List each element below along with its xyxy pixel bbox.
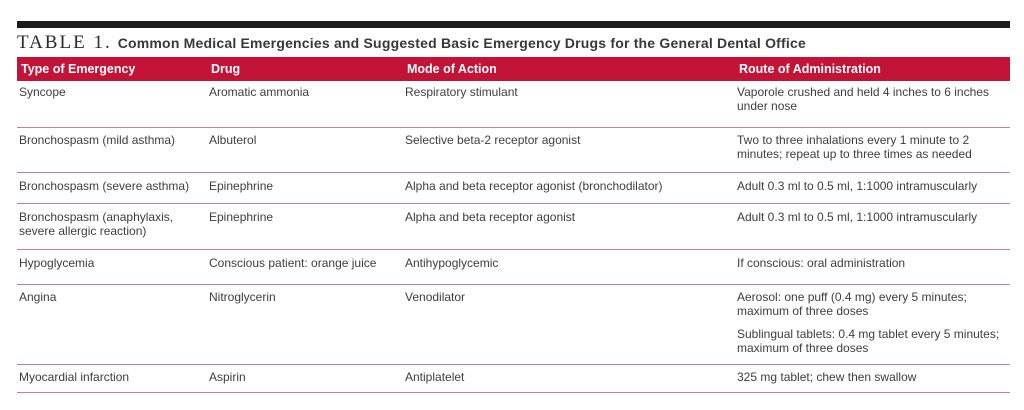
cell-action: Alpha and beta receptor agonist (broncho… xyxy=(405,179,663,193)
cell-action: Antihypoglycemic xyxy=(405,256,499,270)
route-paragraph: Two to three inhalations every 1 minute … xyxy=(737,133,972,161)
cell-drug: Epinephrine xyxy=(209,210,274,224)
cell-action: Alpha and beta receptor agonist xyxy=(405,210,576,224)
route-paragraph: Adult 0.3 ml to 0.5 ml, 1:1000 intramusc… xyxy=(737,179,978,193)
cell-drug: Albuterol xyxy=(209,133,257,147)
table-row: Angina Nitroglycerin Venodilator Aerosol… xyxy=(17,285,1010,365)
cell-emergency: Angina xyxy=(19,290,57,304)
table-row: Bronchospasm (anaphylaxis, severe allerg… xyxy=(17,204,1010,250)
column-header-route-of-administration: Route of Administration xyxy=(739,62,881,76)
route-paragraph: Aerosol: one puff (0.4 mg) every 5 minut… xyxy=(737,290,967,318)
table-row: Myocardial infarction Aspirin Antiplatel… xyxy=(17,365,1010,393)
route-paragraph: If conscious: oral administration xyxy=(737,256,906,270)
column-header-drug: Drug xyxy=(211,62,241,76)
cell-drug: Aspirin xyxy=(209,370,246,384)
cell-emergency: Bronchospasm (mild asthma) xyxy=(19,133,176,147)
table-row: Hypoglycemia Conscious patient: orange j… xyxy=(17,250,1010,285)
cell-route: Adult 0.3 ml to 0.5 ml, 1:1000 intramusc… xyxy=(735,173,1010,203)
table-label: TABLE 1. xyxy=(17,32,112,53)
table-row: Bronchospasm (severe asthma) Epinephrine… xyxy=(17,173,1010,204)
cell-drug: Conscious patient: orange juice xyxy=(209,256,377,270)
table-header-row: Type of Emergency Drug Mode of Action Ro… xyxy=(17,57,1010,81)
cell-route: Adult 0.3 ml to 0.5 ml, 1:1000 intramusc… xyxy=(735,204,1010,249)
table-title: Common Medical Emergencies and Suggested… xyxy=(117,35,806,51)
cell-emergency: Bronchospasm (severe asthma) xyxy=(19,179,190,193)
cell-drug: Nitroglycerin xyxy=(209,290,276,304)
route-paragraph: Vaporole crushed and held 4 inches to 6 … xyxy=(737,85,989,113)
table-caption: TABLE 1. Common Medical Emergencies and S… xyxy=(17,28,1010,57)
cell-action: Antiplatelet xyxy=(405,370,465,384)
table-1: TABLE 1. Common Medical Emergencies and S… xyxy=(17,21,1010,393)
route-paragraph: Adult 0.3 ml to 0.5 ml, 1:1000 intramusc… xyxy=(737,210,978,224)
cell-route: Vaporole crushed and held 4 inches to 6 … xyxy=(735,81,1010,127)
cell-action: Respiratory stimulant xyxy=(405,85,518,99)
cell-drug: Aromatic ammonia xyxy=(209,85,310,99)
route-paragraph: Sublingual tablets: 0.4 mg tablet every … xyxy=(737,327,1000,355)
table-row: Bronchospasm (mild asthma) Albuterol Sel… xyxy=(17,128,1010,173)
cell-action: Venodilator xyxy=(405,290,466,304)
cell-drug: Epinephrine xyxy=(209,179,274,193)
cell-emergency: Hypoglycemia xyxy=(19,256,95,270)
cell-route: Aerosol: one puff (0.4 mg) every 5 minut… xyxy=(735,285,1010,364)
table-row: Syncope Aromatic ammonia Respiratory sti… xyxy=(17,81,1010,128)
cell-route: 325 mg tablet; chew then swallow xyxy=(735,365,1010,392)
cell-route: Two to three inhalations every 1 minute … xyxy=(735,128,1010,172)
cell-emergency: Syncope xyxy=(19,85,66,99)
cell-route: If conscious: oral administration xyxy=(735,250,1010,284)
cell-emergency: Myocardial infarction xyxy=(19,370,130,384)
column-header-mode-of-action: Mode of Action xyxy=(407,62,497,76)
cell-action: Selective beta-2 receptor agonist xyxy=(405,133,581,147)
table-top-rule xyxy=(17,21,1010,28)
column-header-type-of-emergency: Type of Emergency xyxy=(21,62,136,76)
cell-emergency: Bronchospasm (anaphylaxis, severe allerg… xyxy=(19,210,174,238)
route-paragraph: 325 mg tablet; chew then swallow xyxy=(737,370,917,384)
